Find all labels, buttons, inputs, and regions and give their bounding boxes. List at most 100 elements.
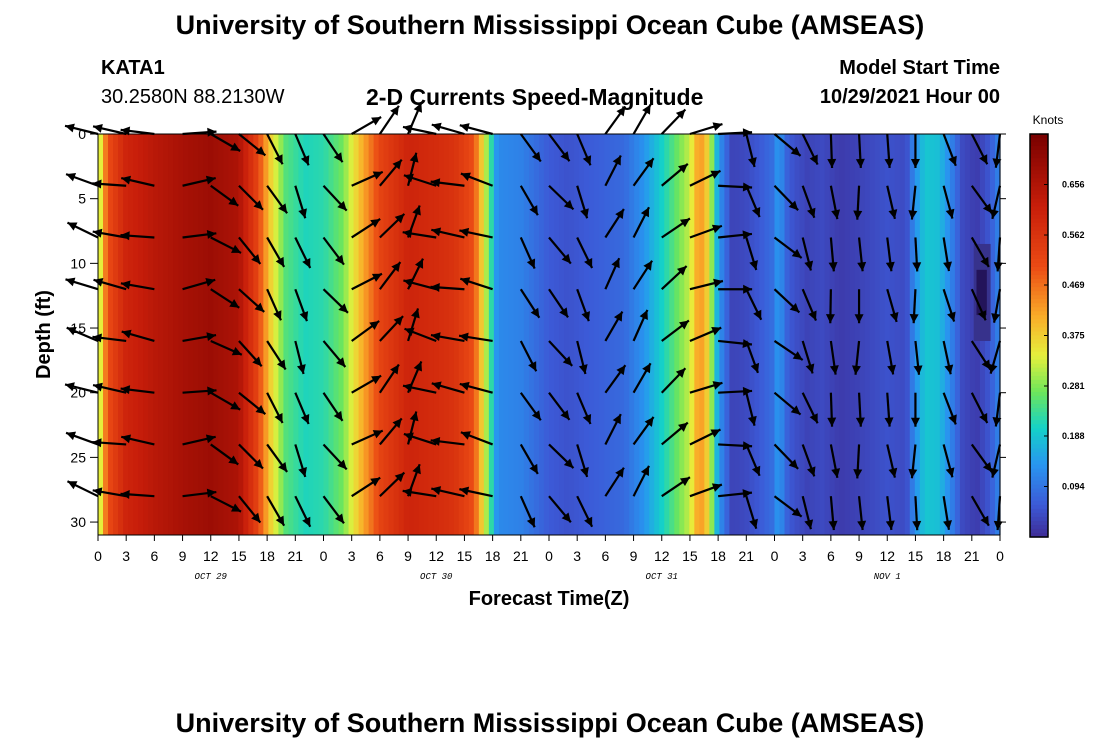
y-axis-label: Depth (ft) (33, 290, 55, 379)
current-arrow (576, 133, 592, 166)
colorbar-segment (1030, 154, 1048, 159)
colorbar-segment (1030, 391, 1048, 397)
colorbar-segment (1030, 214, 1048, 220)
x-tick-label: 0 (771, 548, 779, 564)
heatmap-cell (879, 134, 886, 535)
heatmap-cell (398, 134, 405, 535)
heatmap-cell (333, 134, 340, 535)
y-tick-label: 20 (70, 385, 86, 401)
current-arrow (604, 364, 627, 394)
heatmap-cell (769, 134, 776, 535)
current-arrow (351, 218, 381, 239)
colorbar-segment (1030, 266, 1048, 272)
current-arrow (238, 236, 262, 265)
heatmap-cell (954, 134, 961, 535)
heatmap-cell (734, 134, 741, 535)
current-arrow (210, 288, 240, 309)
current-arrow (322, 495, 345, 525)
heatmap-cell (158, 134, 164, 535)
y-tick-label: 25 (70, 449, 86, 465)
current-arrow (718, 230, 753, 240)
heatmap-cell (914, 134, 921, 535)
heatmap-cell (338, 134, 345, 535)
colorbar-segment (1030, 448, 1048, 453)
current-arrow (801, 392, 819, 424)
heatmap-cell (108, 134, 114, 535)
x-tick-label: 21 (739, 548, 755, 564)
current-arrow (294, 185, 307, 219)
colorbar-segment (1030, 198, 1048, 204)
colorbar-segment (1030, 174, 1048, 179)
current-arrow (430, 436, 465, 446)
colorbar-segment (1030, 234, 1048, 240)
heatmap-cell (438, 134, 445, 535)
colorbar-segment (1030, 206, 1048, 212)
y-tick-label: 10 (70, 255, 86, 271)
current-arrow (912, 237, 922, 272)
colorbar-segment (1030, 343, 1048, 349)
current-arrow (238, 443, 264, 470)
heatmap-cell (809, 134, 816, 535)
colorbar-segment (1030, 404, 1048, 409)
colorbar-segment (1030, 464, 1048, 470)
current-arrow (378, 105, 400, 135)
colorbar-segment (1030, 355, 1048, 361)
colorbar (1029, 133, 1049, 538)
x-tick-label: 21 (964, 548, 980, 564)
colorbar-segment (1030, 428, 1048, 433)
colorbar-tick-label: 0.188 (1062, 431, 1085, 441)
colorbar-segment (1030, 162, 1048, 167)
colorbar-units: Knots (1033, 113, 1064, 127)
colorbar-segment (1030, 468, 1048, 474)
heatmap-cell (569, 134, 575, 535)
current-arrow (942, 288, 956, 322)
heatmap-cell (619, 134, 625, 535)
colorbar-segment (1030, 222, 1048, 228)
current-arrow (294, 237, 312, 269)
colorbar-segment (1030, 528, 1048, 534)
colorbar-segment (1030, 504, 1048, 510)
x-tick-label: 18 (936, 548, 952, 564)
heatmap-cell (198, 134, 204, 535)
colorbar-segment (1030, 416, 1048, 421)
current-arrow (942, 496, 952, 530)
current-arrow (855, 133, 865, 169)
current-arrow (460, 431, 494, 446)
heatmap-cell (859, 134, 866, 535)
current-arrow (604, 208, 625, 239)
colorbar-segment (1030, 254, 1048, 260)
current-arrow (857, 496, 867, 531)
current-arrow (632, 104, 652, 135)
x-tick-label: 18 (485, 548, 501, 564)
heatmap-cell (543, 134, 550, 535)
current-arrow (322, 184, 348, 212)
current-arrow (459, 277, 493, 291)
current-arrow (266, 392, 284, 424)
heatmap-cell (518, 134, 525, 535)
colorbar-segment (1030, 484, 1048, 490)
heatmap-cell (538, 134, 545, 535)
colorbar-segment (1030, 532, 1048, 538)
colorbar-segment (1030, 375, 1048, 381)
y-tick-label: 15 (70, 320, 86, 336)
heatmap-cell (574, 134, 580, 535)
heatmap-cell (609, 134, 615, 535)
colorbar-segment (1030, 488, 1048, 494)
current-arrow (604, 105, 627, 135)
current-arrow (745, 288, 763, 321)
colorbar-segment (1030, 258, 1048, 264)
heatmap-cell (744, 134, 751, 535)
heatmap-cell (348, 134, 355, 535)
current-arrow (829, 444, 841, 479)
station-coordinates: 30.2580N 88.2130W (101, 86, 285, 108)
current-arrow (322, 133, 344, 163)
heatmap-layer (98, 134, 1001, 535)
current-arrow (66, 221, 99, 239)
current-arrow (886, 444, 898, 478)
heatmap-cell (313, 134, 320, 535)
current-arrow (773, 443, 799, 470)
colorbar-segment (1030, 399, 1048, 405)
current-arrow (351, 272, 383, 291)
current-arrow (942, 133, 957, 167)
colorbar-segment (1030, 295, 1048, 300)
